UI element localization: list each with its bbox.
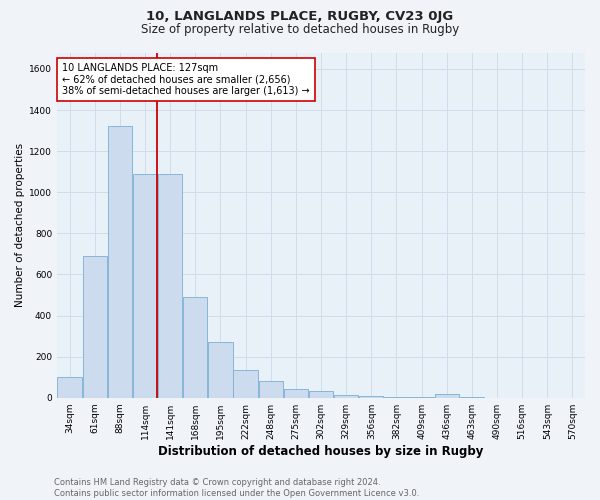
Bar	[259, 382, 283, 398]
Bar	[460, 396, 484, 398]
Text: Size of property relative to detached houses in Rugby: Size of property relative to detached ho…	[141, 22, 459, 36]
Bar	[107, 126, 132, 398]
Y-axis label: Number of detached properties: Number of detached properties	[15, 143, 25, 307]
Bar	[284, 390, 308, 398]
Bar	[384, 396, 409, 398]
Bar	[334, 394, 358, 398]
Text: Contains HM Land Registry data © Crown copyright and database right 2024.
Contai: Contains HM Land Registry data © Crown c…	[54, 478, 419, 498]
Bar	[83, 256, 107, 398]
Bar	[208, 342, 233, 398]
Text: 10, LANGLANDS PLACE, RUGBY, CV23 0JG: 10, LANGLANDS PLACE, RUGBY, CV23 0JG	[146, 10, 454, 23]
Bar	[359, 396, 383, 398]
Bar	[183, 297, 208, 398]
Bar	[309, 390, 333, 398]
Bar	[58, 377, 82, 398]
Bar	[158, 174, 182, 398]
Bar	[133, 174, 157, 398]
Bar	[434, 394, 459, 398]
Bar	[233, 370, 258, 398]
Bar	[409, 396, 434, 398]
Text: 10 LANGLANDS PLACE: 127sqm
← 62% of detached houses are smaller (2,656)
38% of s: 10 LANGLANDS PLACE: 127sqm ← 62% of deta…	[62, 63, 310, 96]
X-axis label: Distribution of detached houses by size in Rugby: Distribution of detached houses by size …	[158, 444, 484, 458]
